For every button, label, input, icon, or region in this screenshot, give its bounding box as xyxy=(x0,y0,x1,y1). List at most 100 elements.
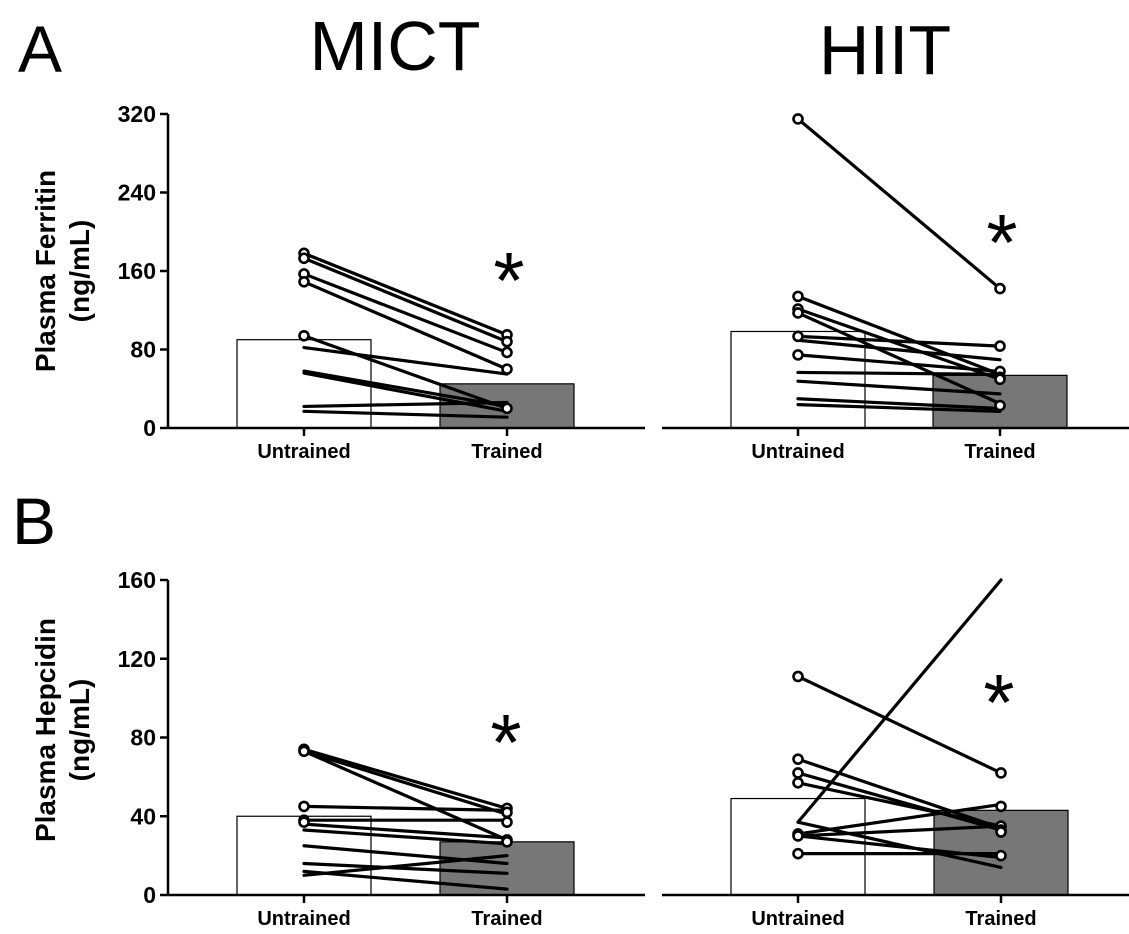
paired-line xyxy=(302,371,509,413)
paired-line xyxy=(302,861,509,875)
data-point-trained xyxy=(501,806,513,819)
paired-line xyxy=(302,822,509,840)
paired-line xyxy=(796,397,1002,411)
data-point-trained xyxy=(995,849,1007,862)
data-point-trained xyxy=(994,282,1006,295)
x-tick-label: Trained xyxy=(964,441,1035,463)
panel-2: Untrained Trained * xyxy=(662,113,1129,463)
significance-asterisk: * xyxy=(983,658,1014,747)
paired-line xyxy=(302,749,509,816)
data-point-untrained xyxy=(792,349,804,361)
y-tick-label: 40 xyxy=(130,803,156,829)
data-point-untrained xyxy=(298,329,310,342)
y-axis-label: Plasma Ferritin (ng/mL) xyxy=(30,170,95,372)
panel-letter-a: A xyxy=(18,12,62,86)
data-point-trained xyxy=(995,767,1007,779)
x-tick-label: Untrained xyxy=(257,441,350,463)
x-tick-label: Untrained xyxy=(751,908,844,930)
data-point-untrained xyxy=(298,745,310,758)
paired-line xyxy=(796,820,1003,870)
paired-line xyxy=(302,804,509,812)
data-point-untrained xyxy=(792,113,804,125)
data-point-trained xyxy=(994,340,1006,352)
y-axis-label-line: (ng/mL) xyxy=(64,220,95,323)
y-tick-label: 0 xyxy=(143,415,156,441)
paired-line xyxy=(302,844,509,866)
y-tick-label: 160 xyxy=(118,258,156,284)
data-point-untrained xyxy=(792,847,804,860)
y-axis-label-line: (ng/mL) xyxy=(64,679,95,782)
panel-1: 0 80 160 240 320 Untrained Trained * Plasma Ferr… xyxy=(30,101,645,463)
data-point-untrained xyxy=(792,290,804,303)
paired-line xyxy=(796,311,1002,406)
data-point-untrained xyxy=(792,307,804,319)
paired-line xyxy=(302,400,509,409)
data-point-trained xyxy=(501,816,513,828)
x-tick-label: Trained xyxy=(965,908,1036,930)
data-point-untrained xyxy=(792,767,804,779)
data-point-untrained xyxy=(792,753,804,765)
significance-asterisk: * xyxy=(493,236,524,325)
y-tick-label: 120 xyxy=(118,646,156,672)
plots: 0 80 160 240 320 Untrained Trained * Plasma Ferr… xyxy=(30,101,1129,930)
paired-line xyxy=(796,379,1002,396)
paired-line xyxy=(302,334,509,410)
data-point-untrained xyxy=(298,275,310,288)
data-point-trained xyxy=(501,335,513,348)
significance-asterisk: * xyxy=(490,698,521,787)
data-point-untrained xyxy=(298,816,310,828)
x-tick-label: Untrained xyxy=(257,908,350,930)
x-tick-label: Trained xyxy=(471,908,542,930)
y-axis-label-line: Plasma Hepcidin xyxy=(30,618,61,842)
paired-line xyxy=(302,749,509,842)
data-point-untrained xyxy=(792,330,804,343)
y-tick-label: 80 xyxy=(130,725,156,751)
y-tick-label: 0 xyxy=(143,882,156,908)
data-point-untrained xyxy=(792,670,804,683)
paired-line xyxy=(796,370,1002,376)
y-tick-label: 80 xyxy=(130,337,156,363)
paired-line xyxy=(796,674,1003,775)
data-point-trained xyxy=(501,402,513,415)
paired-line xyxy=(302,854,509,877)
data-point-trained xyxy=(994,373,1006,386)
data-point-trained xyxy=(501,836,513,848)
x-tick-label: Trained xyxy=(471,441,542,463)
paired-line xyxy=(302,828,509,846)
y-tick-label: 320 xyxy=(118,101,156,127)
bar-untrained xyxy=(730,797,866,896)
paired-line xyxy=(796,578,1003,824)
paired-line xyxy=(796,294,1002,376)
y-tick-label: 160 xyxy=(118,567,156,593)
panel-letter-b: B xyxy=(12,484,56,558)
paired-line xyxy=(796,403,1002,414)
paired-line xyxy=(302,747,509,810)
paired-line xyxy=(302,280,509,371)
data-point-untrained xyxy=(792,830,804,842)
paired-line xyxy=(796,781,1003,828)
data-point-trained xyxy=(995,826,1007,838)
paired-line xyxy=(302,345,509,376)
data-point-untrained xyxy=(298,800,310,813)
y-tick-label: 240 xyxy=(118,180,156,206)
paired-line xyxy=(302,869,509,891)
paired-line xyxy=(796,824,1003,838)
paired-line xyxy=(302,409,509,419)
paired-line xyxy=(796,334,1002,348)
data-point-trained xyxy=(994,399,1006,412)
paired-line xyxy=(302,369,509,409)
y-axis-label-line: Plasma Ferritin xyxy=(30,170,61,372)
x-tick-label: Untrained xyxy=(751,441,844,463)
paired-line xyxy=(302,251,509,337)
paired-line xyxy=(796,338,1002,362)
paired-line xyxy=(302,256,509,344)
panel-4: Untrained Trained * xyxy=(662,578,1129,930)
column-title-mict: MICT xyxy=(309,7,480,85)
paired-line xyxy=(796,353,1002,374)
paired-line xyxy=(302,272,509,355)
paired-line xyxy=(796,117,1002,291)
paired-line xyxy=(796,757,1003,830)
data-point-untrained xyxy=(792,776,804,789)
